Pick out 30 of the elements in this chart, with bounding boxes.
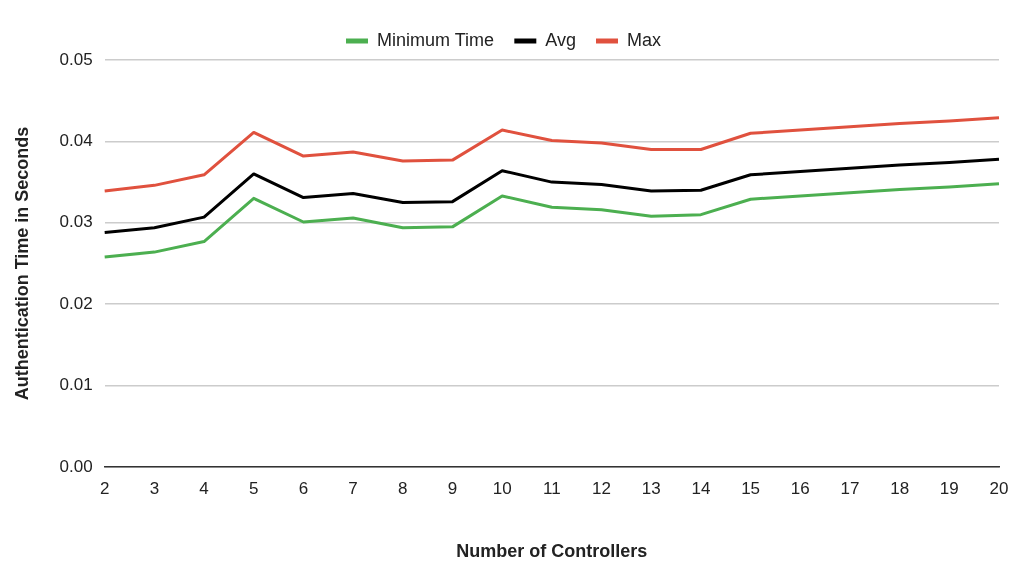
x-tick-label: 12 <box>592 478 611 498</box>
y-tick-label: 0.00 <box>59 456 93 476</box>
x-tick-label: 14 <box>691 478 711 498</box>
x-tick-label: 10 <box>492 478 512 498</box>
x-tick-label: 5 <box>249 478 259 498</box>
x-axis-title: Number of Controllers <box>456 541 648 562</box>
legend-label: Max <box>627 29 662 50</box>
x-tick-label: 11 <box>543 478 561 498</box>
y-tick-label: 0.04 <box>59 131 93 151</box>
legend-label: Minimum Time <box>376 29 494 50</box>
x-tick-label: 16 <box>790 478 810 498</box>
x-tick-label: 2 <box>99 478 110 498</box>
x-tick-label: 7 <box>348 478 358 498</box>
x-tick-label: 18 <box>890 478 910 498</box>
x-tick-label: 4 <box>199 478 209 498</box>
y-tick-label: 0.05 <box>59 49 93 69</box>
x-tick-label: 20 <box>989 478 1009 498</box>
x-tick-label: 15 <box>741 478 761 498</box>
x-tick-label: 3 <box>149 478 160 498</box>
x-tick-label: 17 <box>840 478 860 498</box>
x-tick-label: 6 <box>298 478 309 498</box>
x-tick-label: 19 <box>939 478 959 498</box>
legend-label: Avg <box>545 29 577 50</box>
x-tick-label: 9 <box>447 478 458 498</box>
x-tick-label: 8 <box>398 478 408 498</box>
y-axis-title: Authentication Time in Seconds <box>11 126 32 401</box>
y-tick-label: 0.02 <box>59 293 93 313</box>
y-tick-label: 0.01 <box>59 375 93 395</box>
x-tick-label: 13 <box>641 478 661 498</box>
y-tick-label: 0.03 <box>59 212 93 232</box>
